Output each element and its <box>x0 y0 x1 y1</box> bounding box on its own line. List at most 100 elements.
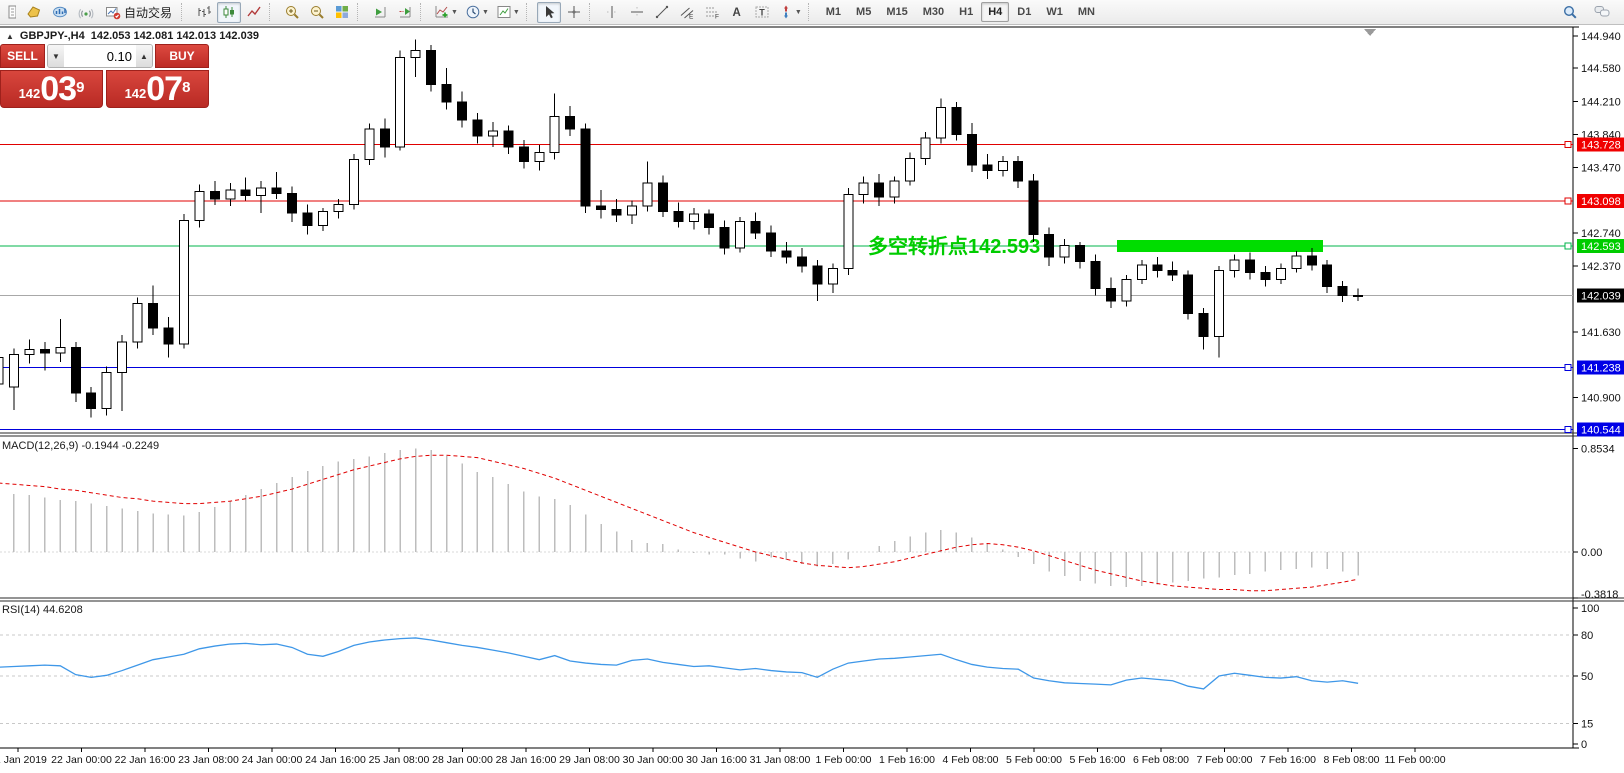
buy-price-sup: 8 <box>182 79 191 96</box>
crosshair-icon[interactable] <box>562 2 586 23</box>
candle-body <box>1013 160 1024 182</box>
text-label-icon[interactable]: T <box>750 2 774 23</box>
horizontal-line-icon[interactable] <box>625 2 649 23</box>
candle-body <box>240 189 251 196</box>
auto-scroll-icon[interactable] <box>368 2 392 23</box>
zoom-out-icon[interactable] <box>305 2 329 23</box>
text-icon[interactable]: A <box>725 2 749 23</box>
zoom-in-icon[interactable] <box>280 2 304 23</box>
hline-handle[interactable] <box>1564 425 1572 433</box>
candle-body <box>1214 269 1225 338</box>
price-badge-label: 141.238 <box>1581 362 1621 374</box>
candle-body <box>1121 278 1132 302</box>
autotrading-button[interactable]: 自动交易 <box>99 2 178 23</box>
time-axis-label: 7 Feb 16:00 <box>1260 754 1316 766</box>
candle-body <box>611 209 622 216</box>
periods-icon[interactable]: ▼ <box>462 2 492 23</box>
price-badge-label: 143.728 <box>1581 139 1621 151</box>
vertical-line-icon[interactable] <box>600 2 624 23</box>
timeframe-h4[interactable]: H4 <box>981 2 1010 22</box>
candle-body <box>395 56 406 148</box>
trendline-icon[interactable] <box>650 2 674 23</box>
candle-body <box>1105 287 1116 302</box>
candle-body <box>1167 269 1178 276</box>
timeframe-d1[interactable]: D1 <box>1017 6 1032 18</box>
svg-text:A: A <box>732 7 740 19</box>
arrows-icon[interactable]: ▼ <box>775 2 805 23</box>
hline-handle[interactable] <box>1564 197 1572 205</box>
cursor-icon[interactable] <box>536 1 561 23</box>
price-badge-label: 140.544 <box>1581 424 1621 436</box>
candle-body <box>194 191 205 221</box>
document-cut-icon[interactable] <box>0 2 20 23</box>
timeframe-m1[interactable]: M1 <box>825 6 842 18</box>
search-icon[interactable] <box>1558 2 1582 23</box>
macd-axis-label: -0.3818 <box>1581 589 1618 601</box>
candle-body <box>796 256 807 267</box>
price-badge-label: 143.098 <box>1581 196 1621 208</box>
timeframe-w1[interactable]: W1 <box>1046 6 1063 18</box>
rsi-line <box>0 637 1359 690</box>
candle-body <box>766 232 776 252</box>
pivot-annotation[interactable]: 多空转折点142.593 <box>868 234 1040 258</box>
indicators-icon[interactable]: ▼ <box>431 2 461 23</box>
fibonacci-icon[interactable]: F <box>700 2 724 23</box>
volume-increase-button[interactable]: ▲ <box>136 45 152 67</box>
candle-body <box>1306 255 1317 266</box>
candle-body <box>1090 261 1101 289</box>
candlestick-chart-icon[interactable] <box>217 1 242 23</box>
chart-shift-icon[interactable] <box>393 2 417 23</box>
candle-body <box>549 116 560 153</box>
toolbar-groups: ▼ ▼ ▼ E F A T ▼ <box>179 1 805 23</box>
sell-price-sup: 9 <box>76 79 85 96</box>
hline-handle[interactable] <box>1564 242 1572 250</box>
time-axis-label: 6 Feb 08:00 <box>1133 754 1189 766</box>
sell-button[interactable]: SELL <box>0 44 45 68</box>
time-axis-label: 25 Jan 08:00 <box>369 754 430 766</box>
time-axis-label: 1 Feb 16:00 <box>879 754 935 766</box>
new-order-icon[interactable] <box>22 2 46 23</box>
timeframe-m30[interactable]: M30 <box>922 6 945 18</box>
hline-handle[interactable] <box>1564 363 1572 371</box>
timeframe-m15[interactable]: M15 <box>886 6 908 18</box>
candle-body <box>596 205 607 211</box>
hline-handle[interactable] <box>1564 140 1572 148</box>
buy-button[interactable]: BUY <box>155 44 209 68</box>
timeframe-mn[interactable]: MN <box>1077 6 1095 18</box>
candle-body <box>827 268 838 285</box>
candle-body <box>735 220 746 249</box>
line-chart-icon[interactable] <box>242 2 266 23</box>
time-axis-label: 28 Jan 00:00 <box>432 754 493 766</box>
signals-icon[interactable] <box>74 2 98 23</box>
rsi-axis-label: 0 <box>1581 739 1587 751</box>
time-axis-label: 5 Feb 00:00 <box>1006 754 1062 766</box>
templates-icon[interactable]: ▼ <box>493 2 523 23</box>
equidistant-channel-icon[interactable]: E <box>675 2 699 23</box>
candle-body <box>518 146 529 162</box>
toolbar-separator <box>357 3 365 21</box>
candle-body <box>1229 259 1240 271</box>
autotrading-label: 自动交易 <box>124 5 173 20</box>
charts-icon[interactable] <box>48 2 72 23</box>
bar-chart-icon[interactable] <box>192 2 216 23</box>
volume-decrease-button[interactable]: ▼ <box>48 45 64 67</box>
autotrading-icon <box>105 4 121 20</box>
candle-body <box>410 49 421 58</box>
timeframe-h1[interactable]: H1 <box>959 6 974 18</box>
candle-body <box>148 303 158 329</box>
chat-icon[interactable] <box>1590 2 1614 23</box>
symbol-period-label: GBPJPY-,H4 <box>19 30 85 42</box>
price-badge-label: 142.039 <box>1581 291 1621 303</box>
timeframe-m5[interactable]: M5 <box>856 6 872 18</box>
candle-body <box>24 348 35 356</box>
candle-body <box>101 372 112 409</box>
candle-body <box>920 137 931 160</box>
sell-price-display[interactable]: 142 03 9 <box>0 70 103 108</box>
volume-input[interactable] <box>64 45 136 67</box>
tile-windows-icon[interactable] <box>330 2 354 23</box>
chart-shift-marker-icon[interactable] <box>1364 29 1377 36</box>
highlight-rectangle[interactable] <box>1117 240 1323 253</box>
buy-price-display[interactable]: 142 07 8 <box>106 70 209 108</box>
time-axis-label: 1 Feb 00:00 <box>815 754 871 766</box>
